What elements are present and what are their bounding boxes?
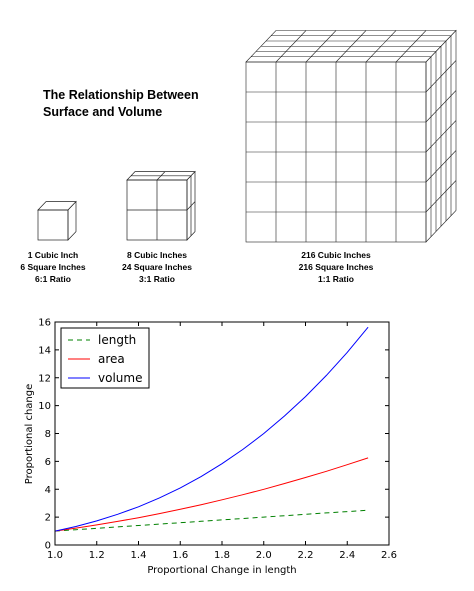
x-tick-label: 1.2 [89, 550, 105, 561]
y-tick-label: 0 [45, 541, 51, 552]
illustration-heading-line-1: The Relationship Between [43, 88, 199, 102]
cube-caption-small: 1 Cubic Inch 6 Square Inches 6:1 Ratio [20, 250, 85, 284]
caption-line: 8 Cubic Inches [127, 250, 187, 260]
cube-caption-medium: 8 Cubic Inches 24 Square Inches 3:1 Rati… [122, 250, 192, 284]
caption-line: 3:1 Ratio [139, 274, 175, 284]
caption-line: 216 Cubic Inches [301, 250, 371, 260]
cube-small [37, 200, 77, 241]
chart-legend: length area volume [60, 327, 150, 389]
y-tick-label: 8 [45, 429, 51, 440]
legend-label-volume: volume [98, 371, 142, 385]
illustration-heading-line-2: Surface and Volume [43, 105, 162, 119]
x-tick-label: 1.6 [172, 550, 188, 561]
y-tick-label: 2 [45, 513, 51, 524]
caption-line: 24 Square Inches [122, 262, 192, 272]
caption-line: 6:1 Ratio [35, 274, 71, 284]
cube-caption-large: 216 Cubic Inches 216 Square Inches 1:1 R… [299, 250, 374, 284]
y-tick-label: 6 [45, 457, 51, 468]
series-line-volume [54, 326, 369, 532]
x-tick-label: 2.6 [381, 550, 397, 561]
y-tick-label: 10 [38, 401, 51, 412]
legend-label-length: length [98, 333, 136, 347]
cube-large [245, 29, 457, 243]
x-axis: 1.0 1.2 1.4 1.6 1.8 2.0 2.2 2.4 2.6 [47, 322, 397, 561]
caption-line: 6 Square Inches [20, 262, 85, 272]
x-tick-label: 1.0 [47, 550, 63, 561]
x-axis-label: Proportional Change in length [147, 565, 296, 576]
y-axis-label: Proportional change [24, 384, 35, 484]
x-tick-label: 1.4 [131, 550, 147, 561]
y-tick-label: 14 [38, 345, 51, 356]
x-tick-label: 1.8 [214, 550, 230, 561]
y-tick-label: 16 [38, 318, 51, 329]
cube-illustration: The Relationship Between Surface and Vol… [20, 29, 457, 284]
plot-lines [54, 326, 369, 532]
caption-line: 1:1 Ratio [318, 274, 354, 284]
x-tick-label: 2.4 [339, 550, 355, 561]
cube-medium [126, 170, 196, 241]
y-axis: 0 2 4 6 8 10 12 14 16 [38, 318, 389, 552]
legend-label-area: area [98, 352, 125, 366]
series-line-area [54, 457, 369, 532]
caption-line: 1 Cubic Inch [28, 250, 79, 260]
x-tick-label: 2.0 [256, 550, 272, 561]
caption-line: 216 Square Inches [299, 262, 374, 272]
y-tick-label: 12 [38, 373, 51, 384]
y-tick-label: 4 [45, 485, 51, 496]
line-chart: 1.0 1.2 1.4 1.6 1.8 2.0 2.2 2.4 2.6 024681012141… [24, 318, 397, 577]
x-tick-label: 2.2 [298, 550, 314, 561]
series-line-length [54, 509, 369, 532]
